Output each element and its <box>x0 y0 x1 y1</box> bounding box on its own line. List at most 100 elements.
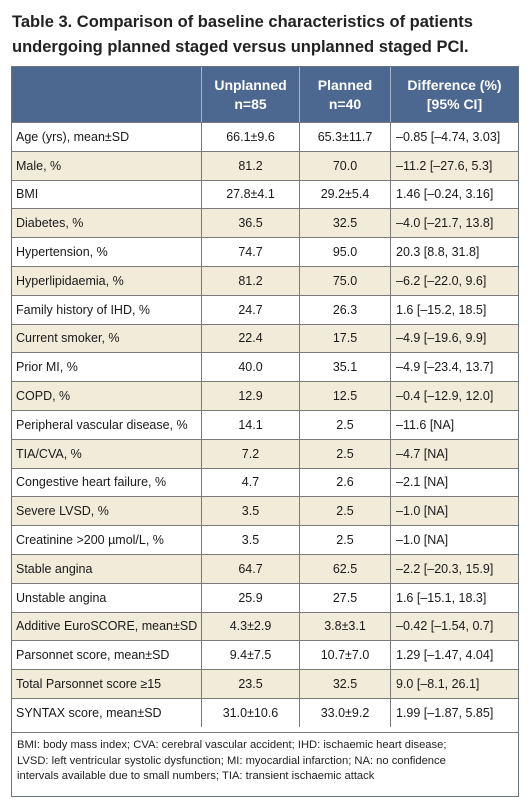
row-label: Congestive heart failure, % <box>16 475 167 490</box>
row-label: Additive EuroSCORE, mean±SD <box>16 619 198 634</box>
column-divider <box>201 641 202 670</box>
planned-value: 29.2±5.4 <box>320 187 370 202</box>
column-divider <box>390 497 391 526</box>
unplanned-value: 14.1 <box>238 417 263 432</box>
row-label: SYNTAX score, mean±SD <box>16 705 162 720</box>
row-label: Diabetes, % <box>16 216 84 231</box>
table-body: Age (yrs), mean±SD 66.1±9.6 65.3±11.7 –0.85… <box>12 122 518 727</box>
header-planned-label: Planned <box>317 76 373 93</box>
column-divider <box>201 612 202 641</box>
table-row: Hypertension, % 74.7 95.0 20.3 [8.8, 31.8] <box>12 237 518 266</box>
row-label: BMI <box>16 187 39 202</box>
difference-value: 9.0 [–8.1, 26.1] <box>396 677 480 692</box>
planned-value: 33.0±9.2 <box>320 705 370 720</box>
unplanned-value: 36.5 <box>238 216 263 231</box>
unplanned-value: 81.2 <box>238 273 263 288</box>
difference-value: –2.2 [–20.3, 15.9] <box>396 561 494 576</box>
column-divider <box>299 209 300 238</box>
column-divider <box>201 266 202 295</box>
column-divider <box>299 526 300 554</box>
planned-value: 3.8±3.1 <box>324 619 366 634</box>
column-divider <box>299 353 300 382</box>
table-row: Family history of IHD, % 24.7 26.3 1.6 [–15… <box>12 294 518 324</box>
row-label: Hyperlipidaemia, % <box>16 273 124 288</box>
row-label: Total Parsonnet score ≥15 <box>16 677 162 692</box>
difference-value: 1.29 [–1.47, 4.04] <box>396 648 494 663</box>
difference-value: –4.0 [–21.7, 13.8] <box>396 216 494 231</box>
column-divider <box>299 295 300 324</box>
column-divider <box>390 554 391 583</box>
row-label: TIA/CVA, % <box>16 446 82 461</box>
table-footnote: BMI: body mass index; CVA: cerebral vasc… <box>12 732 518 785</box>
planned-value: 12.5 <box>332 389 358 404</box>
column-divider <box>201 554 202 583</box>
column-divider <box>201 526 202 554</box>
table-row: Creatinine >200 µmol/L, % 3.5 2.5 –1.0 [NA] <box>12 525 518 554</box>
column-divider <box>390 526 391 554</box>
row-label: Stable angina <box>16 561 93 576</box>
column-divider <box>299 151 300 180</box>
header-divider <box>390 67 391 122</box>
column-divider <box>390 266 391 295</box>
table-frame: Unplanned n=85 Planned n=40 Difference (… <box>11 66 519 797</box>
difference-value: –0.4 [–12.9, 12.0] <box>396 389 494 404</box>
column-divider <box>299 324 300 353</box>
table-row: Total Parsonnet score ≥15 23.5 32.5 9.0 [–8… <box>12 669 518 698</box>
difference-value: 1.99 [–1.87, 5.85] <box>396 705 494 720</box>
table-row: Hyperlipidaemia, % 81.2 75.0 –6.2 [–22.0, 9… <box>12 265 518 295</box>
planned-value: 10.7±7.0 <box>320 648 370 663</box>
difference-value: –4.9 [–19.6, 9.9] <box>396 331 487 346</box>
table-row: Unstable angina 25.9 27.5 1.6 [–15.1, 18.3] <box>12 582 518 612</box>
column-divider <box>299 382 300 410</box>
column-divider <box>299 554 300 583</box>
difference-value: –0.42 [–1.54, 0.7] <box>396 619 494 634</box>
unplanned-value: 81.2 <box>238 158 263 173</box>
column-divider <box>390 123 391 151</box>
column-divider <box>299 670 300 698</box>
header-divider <box>201 67 202 122</box>
table-row: Prior MI, % 40.0 35.1 –4.9 [–23.4, 13.7] <box>12 352 518 382</box>
difference-value: –1.0 [NA] <box>396 504 449 519</box>
footnote-line: BMI: body mass index; CVA: cerebral vasc… <box>17 739 447 751</box>
unplanned-value: 9.4±7.5 <box>229 648 272 663</box>
planned-value: 17.5 <box>332 331 358 346</box>
unplanned-value: 27.8±4.1 <box>226 187 275 202</box>
column-divider <box>201 497 202 526</box>
planned-value: 35.1 <box>332 360 358 375</box>
column-divider <box>390 353 391 382</box>
row-label: Male, % <box>16 158 62 173</box>
column-divider <box>201 238 202 266</box>
table-row: COPD, % 12.9 12.5 –0.4 [–12.9, 12.0] <box>12 381 518 410</box>
unplanned-value: 4.3±2.9 <box>229 619 272 634</box>
unplanned-value: 25.9 <box>238 590 263 605</box>
column-divider <box>390 670 391 698</box>
planned-value: 95.0 <box>332 245 358 260</box>
header-difference: Difference (%) [95% CI] <box>391 67 518 122</box>
planned-value: 26.3 <box>332 302 358 317</box>
unplanned-value: 23.5 <box>238 677 263 692</box>
footnote-line: intervals available due to small numbers… <box>17 770 375 782</box>
planned-value: 2.5 <box>336 504 354 519</box>
difference-value: –4.7 [NA] <box>396 446 449 461</box>
column-divider <box>299 266 300 295</box>
table-row: BMI 27.8±4.1 29.2±5.4 1.46 [–0.24, 3.16] <box>12 179 518 209</box>
column-divider <box>201 295 202 324</box>
difference-value: –1.0 [NA] <box>396 533 449 548</box>
column-divider <box>201 151 202 180</box>
header-divider <box>299 67 300 122</box>
footnote-line: LVSD: left ventricular systolic dysfunct… <box>17 754 446 767</box>
unplanned-value: 4.7 <box>241 475 260 490</box>
header-difference-ci: [95% CI] <box>426 95 483 112</box>
planned-value: 62.5 <box>332 561 358 576</box>
row-label: Unstable angina <box>16 590 107 605</box>
column-divider <box>201 353 202 382</box>
row-label: Peripheral vascular disease, % <box>16 417 188 432</box>
column-divider <box>201 180 202 209</box>
column-divider <box>390 612 391 641</box>
difference-value: –0.85 [–4.74, 3.03] <box>396 129 501 144</box>
column-divider <box>201 209 202 238</box>
column-divider <box>299 410 300 439</box>
header-unplanned-label: Unplanned <box>214 76 287 93</box>
column-divider <box>201 324 202 353</box>
column-divider <box>299 468 300 497</box>
